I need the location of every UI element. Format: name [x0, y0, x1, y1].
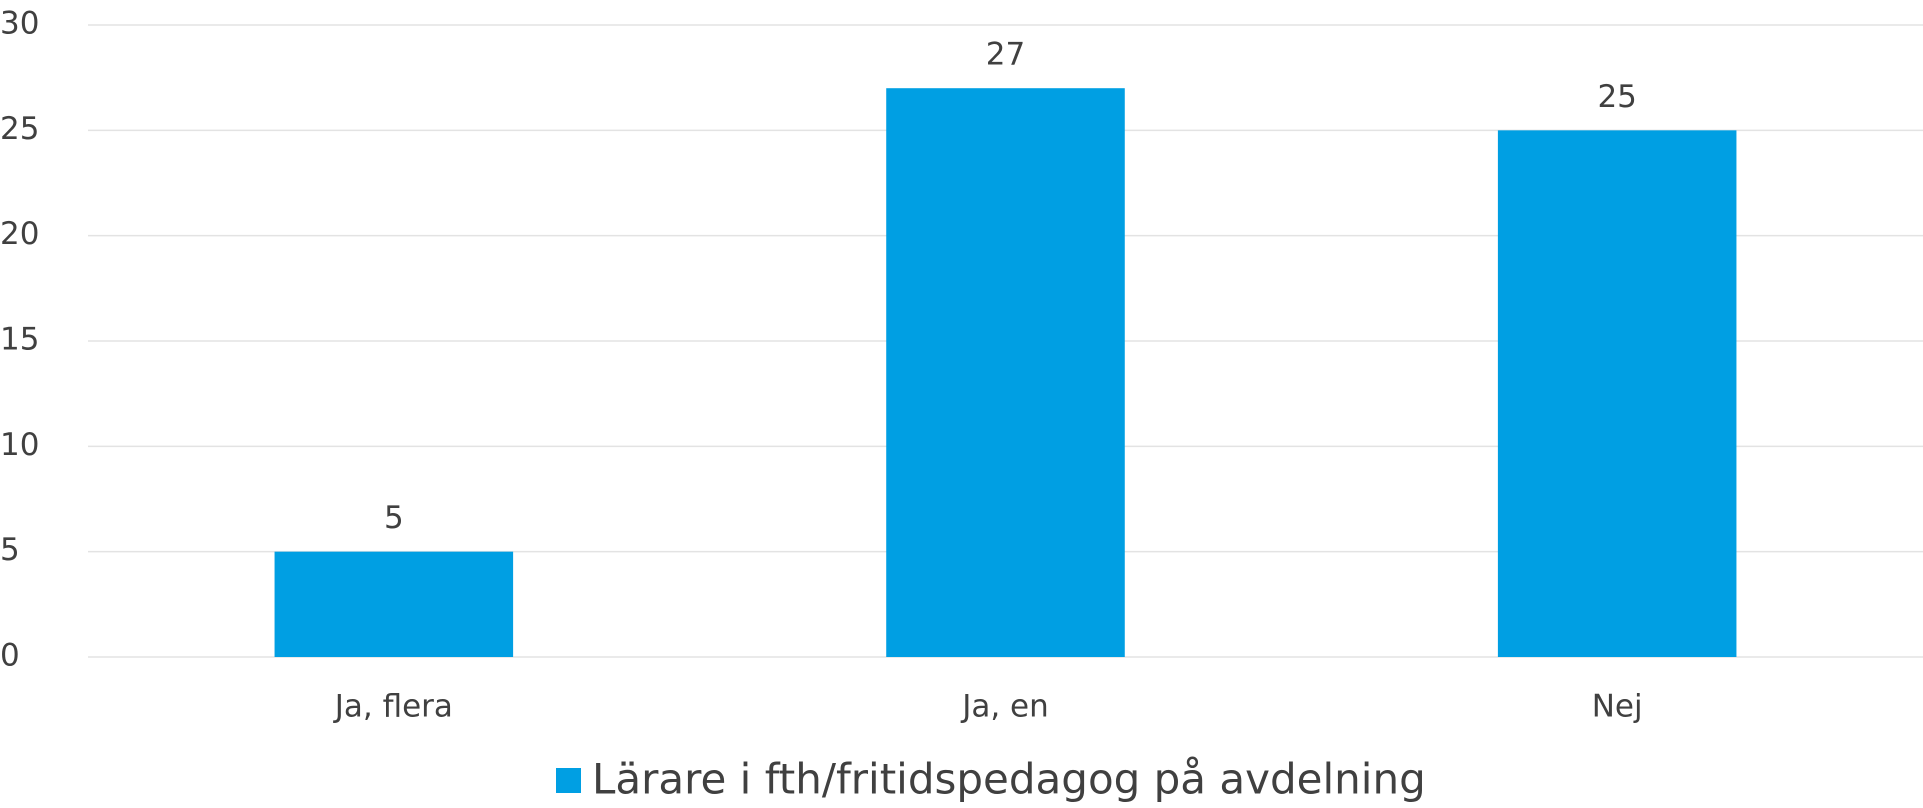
data-label: 5: [384, 500, 404, 536]
bar: [1497, 130, 1737, 658]
bar: [886, 88, 1125, 657]
legend-swatch: [556, 768, 581, 793]
y-tick-label: 30: [0, 6, 39, 42]
legend-label: Lärare i fth/fritidspedagog på avdelning: [592, 755, 1426, 804]
x-tick-label: Ja, flera: [333, 689, 453, 725]
bar: [274, 551, 514, 657]
y-tick-label: 25: [0, 111, 39, 147]
y-tick-label: 0: [0, 638, 20, 674]
x-tick-label: Nej: [1592, 689, 1643, 725]
data-label: 27: [986, 37, 1025, 73]
data-label: 25: [1597, 79, 1636, 115]
y-tick-label: 5: [0, 532, 20, 568]
y-tick-label: 10: [0, 427, 39, 463]
y-tick-label: 15: [0, 322, 39, 358]
x-tick-label: Ja, en: [960, 689, 1049, 725]
y-tick-label: 20: [0, 216, 39, 252]
